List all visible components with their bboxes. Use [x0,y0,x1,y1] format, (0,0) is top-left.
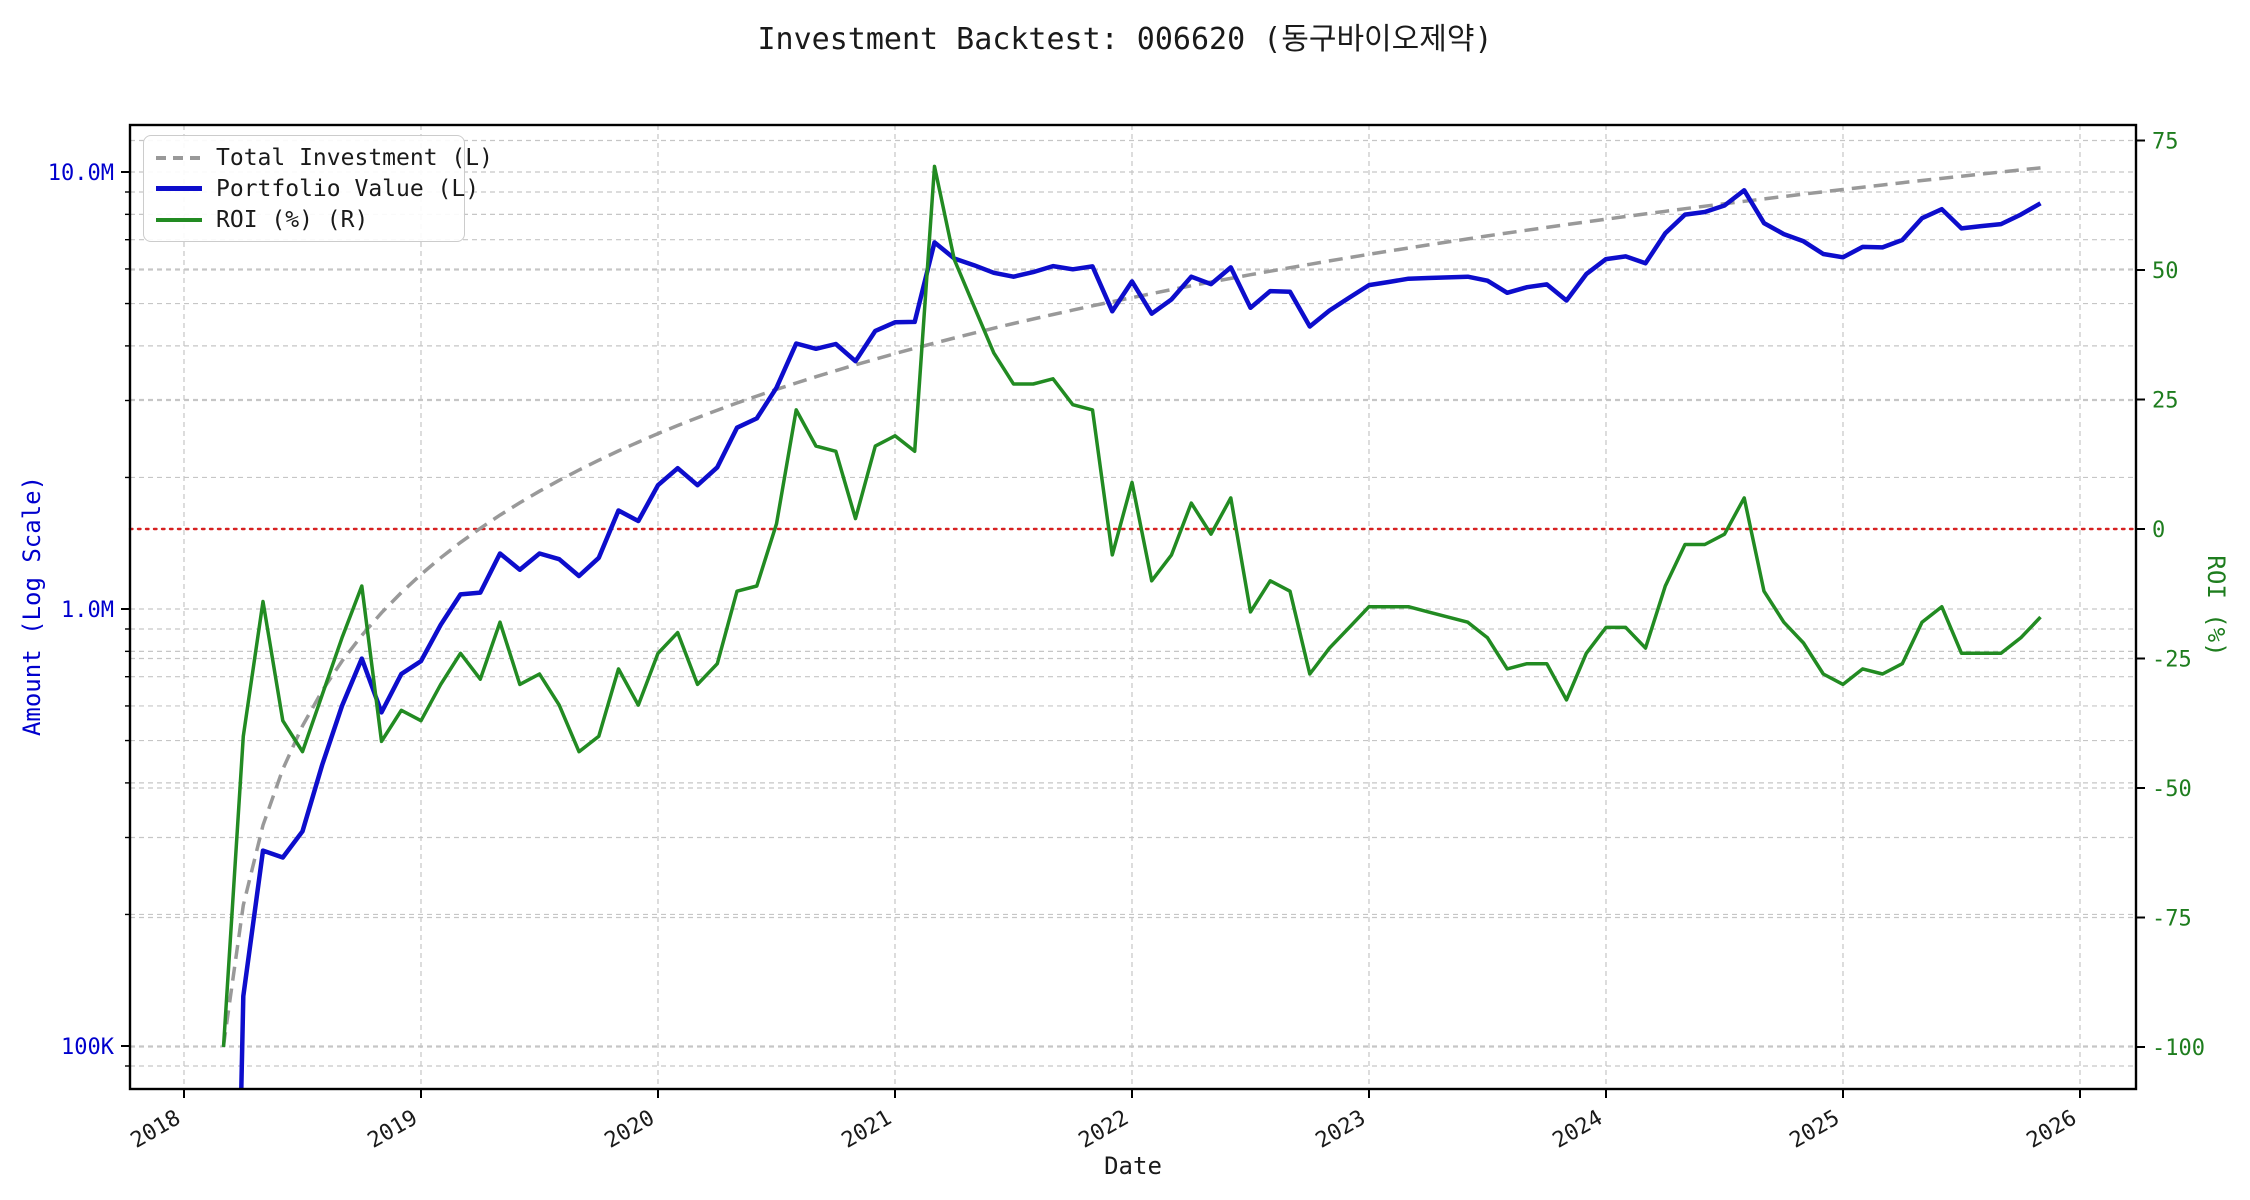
y-axis-label-left: Amount (Log Scale) [18,475,46,737]
y-right-tick-label: -50 [2152,777,2192,802]
y-right-tick-label: -25 [2152,648,2192,673]
x-tick-label: 2020 [601,1106,659,1154]
y-left-tick-label: 1.0M [61,598,114,623]
tick-labels: 10.0M 1.0M 100K 75 50 25 0 -25 -50 -75 -100 2018 201… [48,130,2205,1154]
gridlines [130,125,2136,1089]
chart-title: Investment Backtest: 006620 (동구바이오제약) [757,22,1493,57]
x-tick-label: 2024 [1549,1106,1607,1154]
x-tick-label: 2026 [2023,1106,2081,1154]
y-right-tick-label: 75 [2152,130,2179,155]
y-right-tick-label: 0 [2152,518,2165,543]
x-tick-label: 2023 [1312,1106,1370,1154]
legend-item-portfolio-value: Portfolio Value (L) [156,174,479,204]
x-tick-label: 2025 [1786,1106,1844,1154]
y-right-tick-label: 25 [2152,389,2179,414]
x-tick-label: 2022 [1075,1106,1133,1154]
total-investment-line-sample [156,155,202,160]
legend-label: Total Investment (L) [216,144,493,171]
x-axis-label: Date [1104,1152,1162,1180]
x-tick-label: 2019 [364,1106,422,1154]
x-tick-label: 2021 [838,1106,896,1154]
y-right-tick-label: -100 [2152,1036,2205,1061]
portfolio-value-line [239,188,2042,1089]
roi-line-sample [156,217,202,222]
portfolio-value-line-sample [156,186,202,191]
y-left-tick-label: 100K [61,1035,115,1060]
legend: Total Investment (L) Portfolio Value (L)… [143,135,493,242]
legend-item-total-investment: Total Investment (L) [156,143,493,173]
legend-label: ROI (%) (R) [216,206,369,233]
y-axis-label-right: ROI (%) [2202,555,2230,657]
legend-label: Portfolio Value (L) [216,175,480,202]
axis-ticks [121,139,2145,1098]
roi-line [221,164,2042,1048]
y-right-tick-label: 50 [2152,259,2179,284]
y-left-tick-label: 10.0M [48,161,114,186]
y-right-tick-label: -75 [2152,907,2192,932]
x-tick-label: 2018 [127,1106,185,1154]
legend-item-roi: ROI (%) (R) [156,205,452,235]
